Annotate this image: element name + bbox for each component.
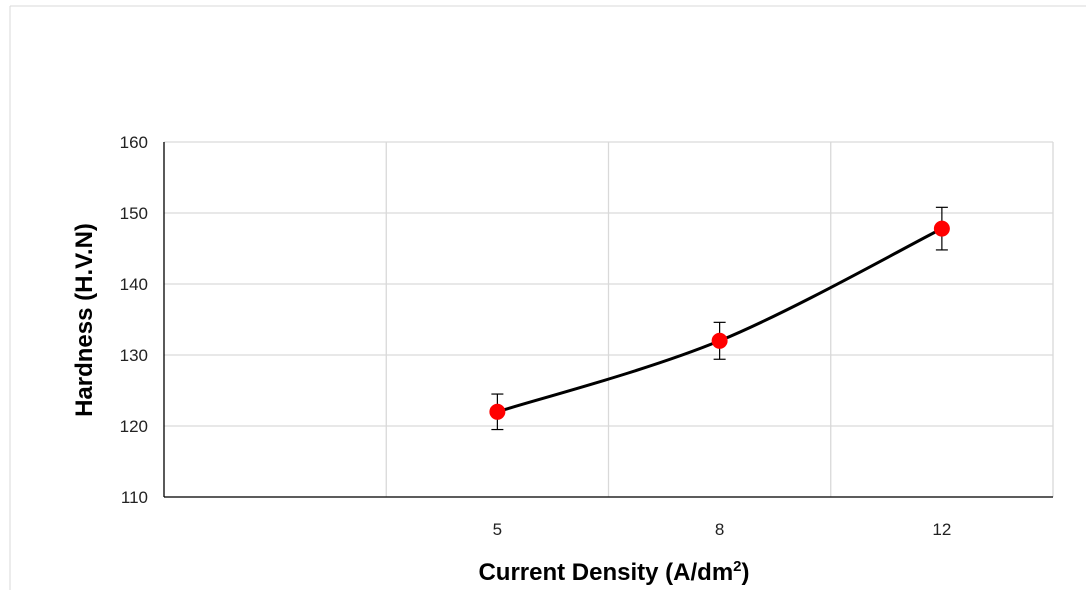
x-tick-label: 12 bbox=[932, 520, 951, 539]
data-point bbox=[711, 332, 728, 349]
data-point bbox=[489, 403, 506, 420]
data-point bbox=[933, 220, 950, 237]
y-tick-label: 140 bbox=[120, 275, 148, 294]
y-tick-label: 120 bbox=[120, 417, 148, 436]
axes bbox=[163, 142, 1053, 498]
series-line bbox=[496, 227, 943, 414]
y-axis-title: Hardness (H.V.N) bbox=[71, 223, 98, 417]
y-tick-label: 150 bbox=[120, 204, 148, 223]
y-tick-label: 160 bbox=[120, 133, 148, 152]
y-tick-label: 110 bbox=[121, 488, 148, 507]
data-points bbox=[489, 220, 950, 420]
y-tick-label: 130 bbox=[120, 346, 148, 365]
x-axis-title: Current Density (A/dm2) bbox=[478, 558, 749, 586]
x-tick-labels: 5 8 12 bbox=[493, 520, 952, 539]
x-tick-label: 5 bbox=[493, 520, 502, 539]
gridlines bbox=[164, 141, 1054, 498]
y-tick-labels: 110 120 130 140 150 160 bbox=[120, 133, 148, 507]
x-tick-label: 8 bbox=[715, 520, 724, 539]
error-bars bbox=[491, 206, 948, 431]
